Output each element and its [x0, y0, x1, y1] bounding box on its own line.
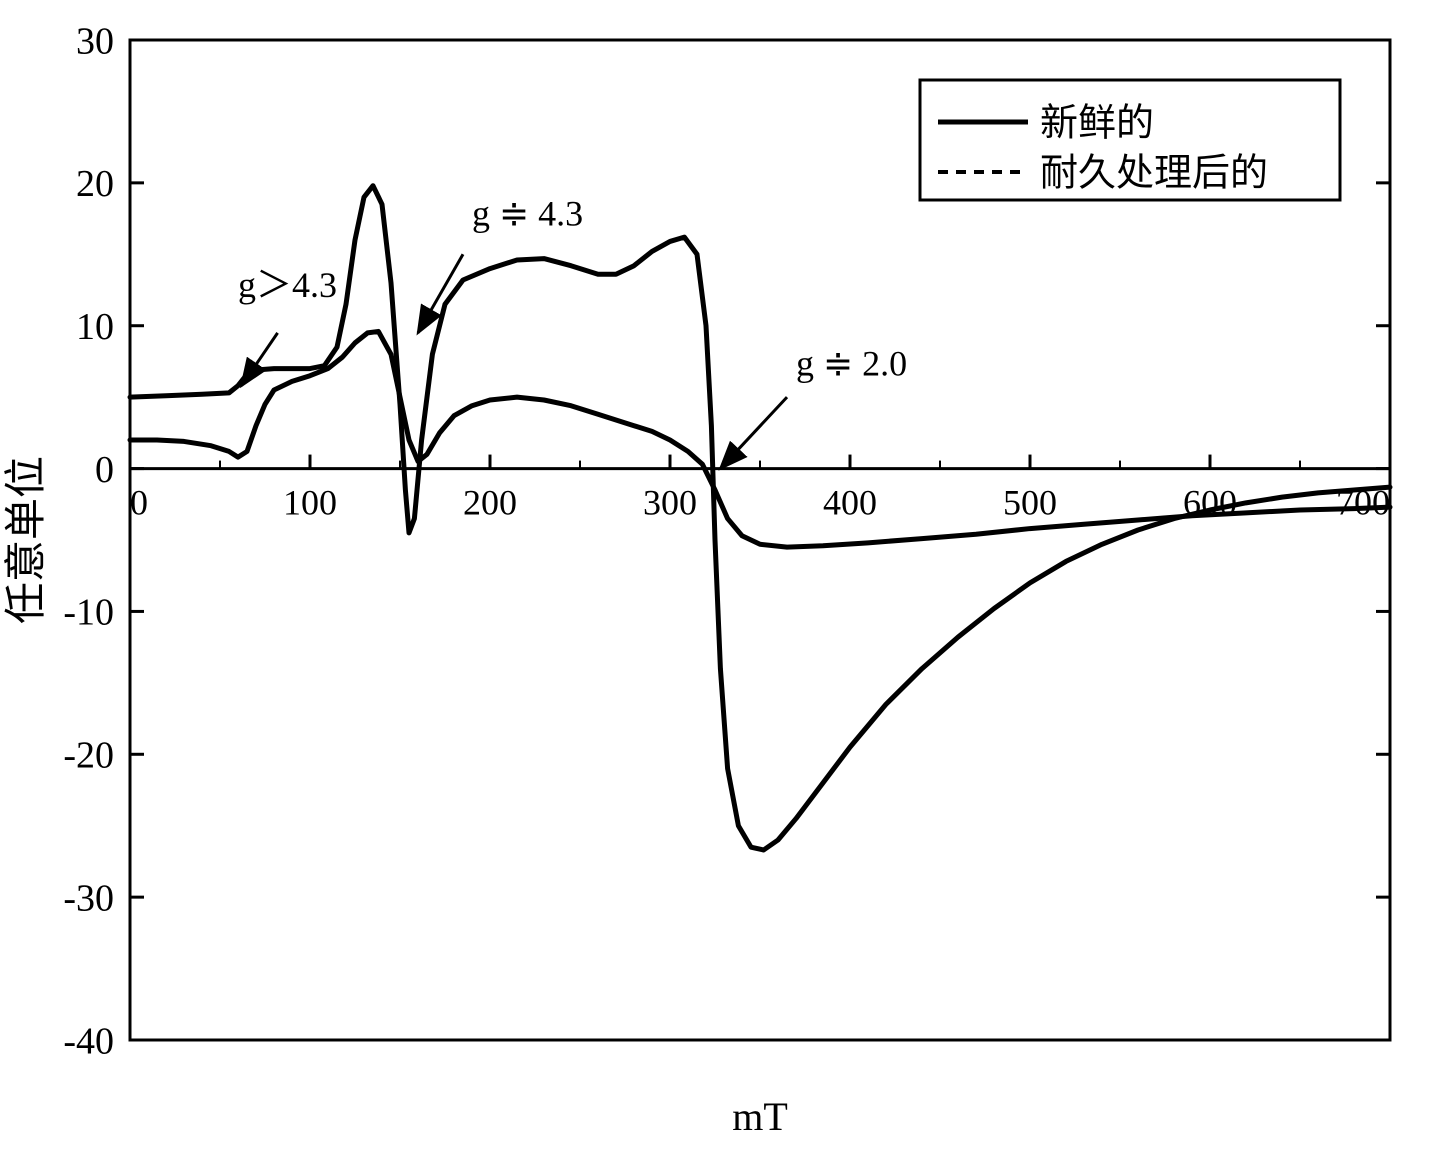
y-tick-label: -40 — [63, 1020, 114, 1062]
y-tick-label: -30 — [63, 877, 114, 919]
y-axis-label: 任意单位 — [3, 456, 50, 624]
x-tick-label: 200 — [463, 483, 517, 523]
esr-chart: -40-30-20-100102030010020030040050060070… — [0, 0, 1434, 1160]
legend-label: 耐久处理后的 — [1040, 152, 1268, 194]
y-tick-label: 30 — [76, 20, 114, 62]
y-tick-label: 0 — [95, 449, 114, 491]
annotation-label: g ≑ 2.0 — [796, 344, 907, 384]
x-tick-label: 500 — [1003, 483, 1057, 523]
x-tick-label: 400 — [823, 483, 877, 523]
x-tick-label: 0 — [130, 483, 148, 523]
chart-svg: -40-30-20-100102030010020030040050060070… — [0, 0, 1434, 1160]
legend-label: 新鲜的 — [1040, 102, 1154, 144]
y-tick-label: 10 — [76, 306, 114, 348]
x-tick-label: 100 — [283, 483, 337, 523]
x-axis-label: mT — [732, 1094, 788, 1139]
annotation-label: g ≑ 4.3 — [472, 194, 583, 234]
x-tick-label: 300 — [643, 483, 697, 523]
y-tick-label: -10 — [63, 592, 114, 634]
y-tick-label: 20 — [76, 163, 114, 205]
legend: 新鲜的耐久处理后的 — [920, 80, 1340, 200]
annotation-label: g＞4.3 — [238, 265, 337, 305]
y-tick-label: -20 — [63, 735, 114, 777]
